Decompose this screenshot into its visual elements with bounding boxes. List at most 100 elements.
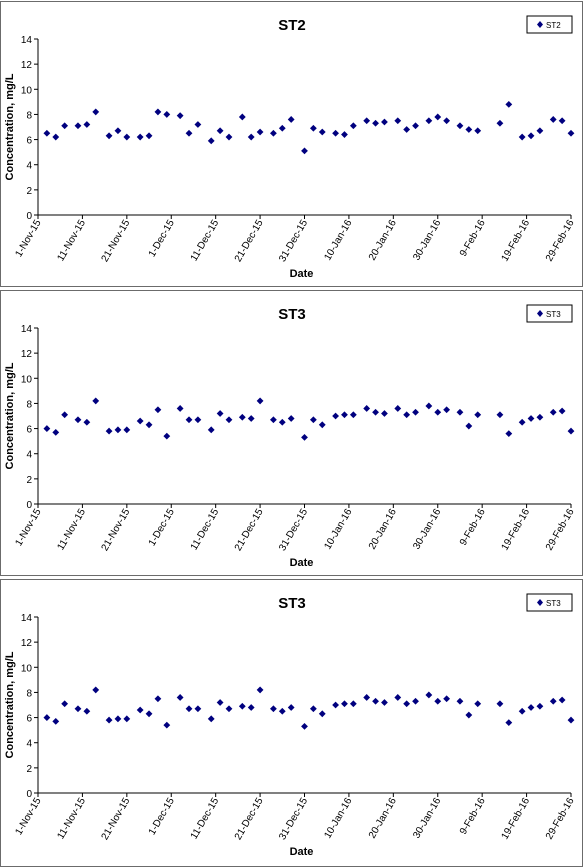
data-point (558, 407, 566, 415)
series-st2 (43, 100, 575, 155)
y-tick-label: 0 (26, 789, 32, 800)
data-point (194, 416, 202, 424)
x-tick-label: 21-Dec-15 (233, 507, 266, 553)
data-point (43, 129, 51, 137)
data-point (527, 415, 535, 422)
data-point (185, 416, 193, 424)
data-point (194, 705, 202, 713)
data-point (83, 418, 91, 426)
data-point (278, 124, 286, 132)
y-tick-label: 6 (26, 136, 32, 147)
data-point (474, 411, 482, 419)
data-point (136, 417, 144, 425)
data-point (341, 131, 348, 138)
x-tick-label: 10-Jan-16 (322, 507, 354, 552)
data-point (318, 421, 326, 429)
data-point (145, 132, 153, 140)
data-point (536, 413, 544, 421)
data-point (185, 129, 193, 137)
data-point (536, 702, 544, 710)
legend-marker (537, 310, 543, 317)
data-point (443, 695, 451, 703)
data-point (123, 133, 131, 141)
y-tick-label: 8 (26, 110, 32, 121)
data-point (465, 126, 473, 133)
x-tick-label: 9-Feb-16 (458, 507, 488, 548)
x-tick-label: 11-Nov-15 (56, 796, 89, 842)
data-point (549, 408, 557, 416)
x-tick-label: 11-Dec-15 (189, 796, 222, 842)
y-tick-label: 2 (26, 186, 32, 197)
data-point (43, 425, 51, 432)
chart-title: ST3 (278, 595, 306, 612)
data-point (309, 705, 317, 713)
x-tick-label: 10-Jan-16 (322, 796, 354, 841)
y-tick-label: 6 (26, 425, 32, 436)
data-point (256, 686, 264, 694)
legend-marker (537, 599, 543, 606)
x-tick-label: 30-Jan-16 (411, 796, 443, 841)
data-point (434, 697, 442, 705)
y-axis-label: Concentration, mg/L (4, 73, 16, 180)
x-tick-label: 21-Nov-15 (100, 796, 133, 842)
data-point (567, 427, 575, 435)
data-point (443, 406, 451, 414)
x-tick-label: 1-Nov-15 (14, 796, 44, 837)
x-tick-label: 9-Feb-16 (458, 796, 488, 837)
data-point (278, 418, 286, 426)
x-tick-label: 29-Feb-16 (544, 507, 577, 553)
y-tick-label: 8 (26, 399, 32, 410)
data-point (332, 129, 339, 137)
data-point (185, 705, 193, 713)
data-point (301, 433, 308, 441)
y-tick-label: 14 (21, 324, 33, 335)
data-point (145, 421, 153, 429)
data-point (136, 706, 144, 714)
data-point (247, 704, 255, 711)
data-point (176, 405, 184, 412)
y-tick-label: 12 (21, 349, 33, 360)
data-point (456, 122, 464, 130)
data-point (163, 432, 171, 440)
chart-st3-a: ST3 0 2 4 6 8 10 12 14 1-Nov-15 11-Nov-15 21-Nov-15… (4, 304, 577, 569)
y-tick-label: 6 (26, 714, 32, 725)
y-tick-label: 14 (21, 613, 33, 624)
data-point (123, 715, 131, 723)
data-point (496, 700, 504, 708)
data-point (456, 408, 464, 416)
y-tick-label: 10 (21, 374, 33, 385)
data-point (412, 408, 419, 416)
data-point (225, 705, 233, 713)
data-point (372, 408, 379, 416)
data-point (309, 416, 317, 424)
data-point (83, 707, 91, 715)
x-tick-label: 11-Dec-15 (189, 507, 222, 553)
x-tick-label: 29-Feb-16 (544, 796, 577, 842)
data-point (349, 411, 357, 419)
data-point (216, 699, 224, 706)
x-tick-label: 1-Nov-15 (14, 507, 44, 548)
chart-st3-b: ST3 0 2 4 6 8 10 12 14 1-Nov-15 11-Nov-15 21-Nov-15… (4, 593, 577, 858)
data-point (567, 716, 575, 724)
data-point (301, 722, 308, 730)
data-point (225, 416, 233, 424)
data-point (225, 133, 233, 141)
y-tick-label: 4 (26, 739, 32, 750)
data-point (349, 700, 357, 708)
data-point (349, 122, 357, 130)
y-tick-label: 12 (21, 60, 33, 71)
y-tick-label: 2 (26, 764, 32, 775)
x-tick-label: 20-Jan-16 (367, 218, 399, 263)
data-point (136, 133, 144, 141)
data-point (256, 397, 264, 405)
data-point (527, 132, 535, 140)
data-point (341, 700, 348, 708)
data-point (61, 700, 69, 708)
data-point (207, 715, 215, 723)
data-point (52, 717, 60, 725)
data-point (518, 707, 526, 715)
data-point (558, 696, 566, 704)
data-point (270, 416, 277, 424)
x-tick-label: 21-Nov-15 (100, 218, 133, 264)
data-point (372, 697, 379, 705)
